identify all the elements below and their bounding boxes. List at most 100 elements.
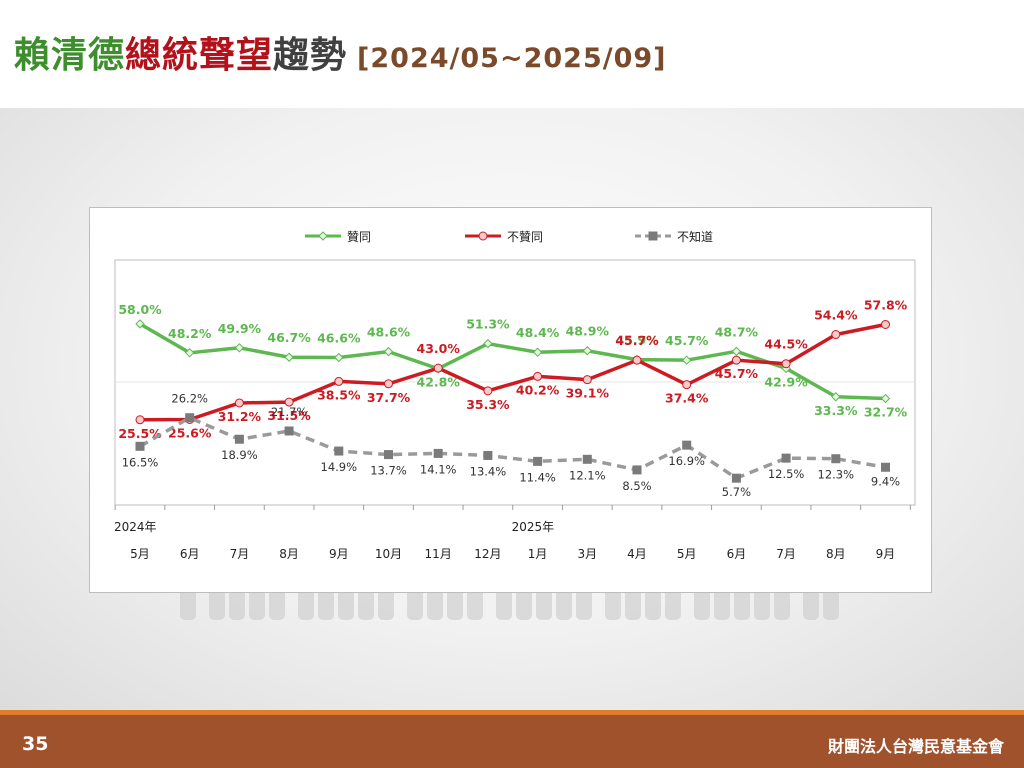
data-label: 12.1% <box>569 468 606 482</box>
x-tick-label: 7月 <box>776 547 796 561</box>
data-point <box>831 330 841 340</box>
data-label: 12.5% <box>768 467 805 481</box>
data-point <box>831 392 841 402</box>
data-point <box>185 413 195 423</box>
data-point <box>533 456 543 466</box>
data-point <box>334 376 344 386</box>
data-point <box>682 380 692 390</box>
data-point <box>881 319 890 329</box>
x-tick-label: 6月 <box>727 547 747 561</box>
data-point <box>731 346 742 357</box>
date-range: [2024/05~2025/09] <box>357 43 667 74</box>
data-label: 21.7% <box>271 405 308 419</box>
data-label: 58.0% <box>118 302 162 317</box>
data-point <box>881 462 890 472</box>
data-label: 40.2% <box>516 382 560 397</box>
data-point <box>880 393 891 404</box>
data-label: 48.2% <box>168 326 212 341</box>
data-point <box>433 448 443 458</box>
data-label: 8.5% <box>622 479 651 493</box>
data-label: 45.9% <box>615 333 659 348</box>
series-line <box>139 322 886 401</box>
x-tick-label: 10月 <box>375 547 402 561</box>
data-label: 42.9% <box>764 374 808 389</box>
x-tick-label: 4月 <box>627 547 647 561</box>
data-point <box>334 352 344 363</box>
data-point <box>334 446 344 456</box>
data-point <box>731 355 741 365</box>
x-tick-label: 11月 <box>425 547 452 561</box>
title-part-1: 總統聲望 <box>125 35 274 76</box>
x-tick-label: 1月 <box>528 547 548 561</box>
data-point <box>135 415 145 425</box>
data-point <box>483 338 493 349</box>
data-label: 51.3% <box>466 317 510 332</box>
data-label: 18.9% <box>221 448 258 462</box>
data-label: 48.7% <box>715 324 759 339</box>
page-number: 35 <box>22 733 49 755</box>
data-point <box>284 426 294 436</box>
title-part-0: 賴清德 <box>14 35 126 76</box>
data-label: 37.4% <box>665 391 709 406</box>
slide-header: 賴清德總統聲望趨勢 [2024/05~2025/09] <box>0 0 1024 108</box>
data-label: 31.2% <box>218 409 262 424</box>
data-label: 12.3% <box>818 468 855 482</box>
data-label: 9.4% <box>871 474 900 488</box>
year-label: 2024年 <box>114 520 157 534</box>
data-point <box>135 319 145 329</box>
data-label: 35.3% <box>466 397 510 412</box>
x-tick-label: 5月 <box>677 547 697 561</box>
x-tick-label: 9月 <box>329 547 349 561</box>
data-point <box>383 346 394 357</box>
footer-bar: 35 財團法人台灣民意基金會 <box>0 710 1024 768</box>
data-label: 42.8% <box>417 375 461 390</box>
data-label: 46.6% <box>317 331 361 346</box>
data-label: 57.8% <box>864 297 908 312</box>
data-point <box>483 450 493 460</box>
data-label: 16.5% <box>122 455 159 469</box>
data-label: 5.7% <box>722 485 751 499</box>
data-point <box>831 454 841 464</box>
data-label: 45.7% <box>715 366 759 381</box>
data-label: 49.9% <box>218 321 262 336</box>
data-label: 26.2% <box>171 392 208 406</box>
legend-marker <box>478 231 488 241</box>
data-point <box>533 371 543 381</box>
data-label: 39.1% <box>566 386 610 401</box>
data-label: 45.7% <box>665 333 709 348</box>
data-label: 48.9% <box>566 324 610 339</box>
organization-name: 財團法人台灣民意基金會 <box>827 737 1004 756</box>
x-tick-label: 8月 <box>279 547 299 561</box>
data-label: 38.5% <box>317 387 361 402</box>
series-line <box>139 415 886 480</box>
data-label: 14.1% <box>420 462 457 476</box>
data-point <box>433 363 443 373</box>
data-point <box>731 473 741 483</box>
series-line <box>139 322 886 422</box>
legend-marker <box>648 231 658 241</box>
data-point <box>483 386 493 396</box>
data-label: 54.4% <box>814 308 858 323</box>
line-chart: 5月 6月 7月 8月 9月 10月 11月 12月 1月 3月 4月 5月 6月 7月 8月 9月 2024年… <box>114 230 916 561</box>
data-point <box>384 450 393 460</box>
slide-title: 賴清德總統聲望趨勢 [2024/05~2025/09] <box>14 26 667 78</box>
data-label: 32.7% <box>864 405 908 420</box>
x-tick-label: 7月 <box>230 547 250 561</box>
legend-label: 不贊同 <box>507 230 543 244</box>
data-label: 13.7% <box>370 464 407 478</box>
data-label: 31.5% <box>267 408 311 423</box>
data-point <box>234 343 245 353</box>
data-point <box>781 453 791 463</box>
data-label: 11.4% <box>519 470 556 484</box>
x-tick-label: 3月 <box>577 547 597 561</box>
data-point <box>582 346 593 356</box>
data-point <box>681 355 692 365</box>
x-tick-label: 6月 <box>180 547 200 561</box>
chart-panel: 5月 6月 7月 8月 9月 10月 11月 12月 1月 3月 4月 5月 6月 7月 8月 9月 2024年… <box>89 207 932 593</box>
data-point <box>284 397 294 407</box>
x-tick-label: 12月 <box>474 547 501 561</box>
data-point <box>234 398 244 408</box>
legend-label: 贊同 <box>347 230 371 244</box>
data-point <box>582 454 592 464</box>
data-point <box>582 375 592 385</box>
